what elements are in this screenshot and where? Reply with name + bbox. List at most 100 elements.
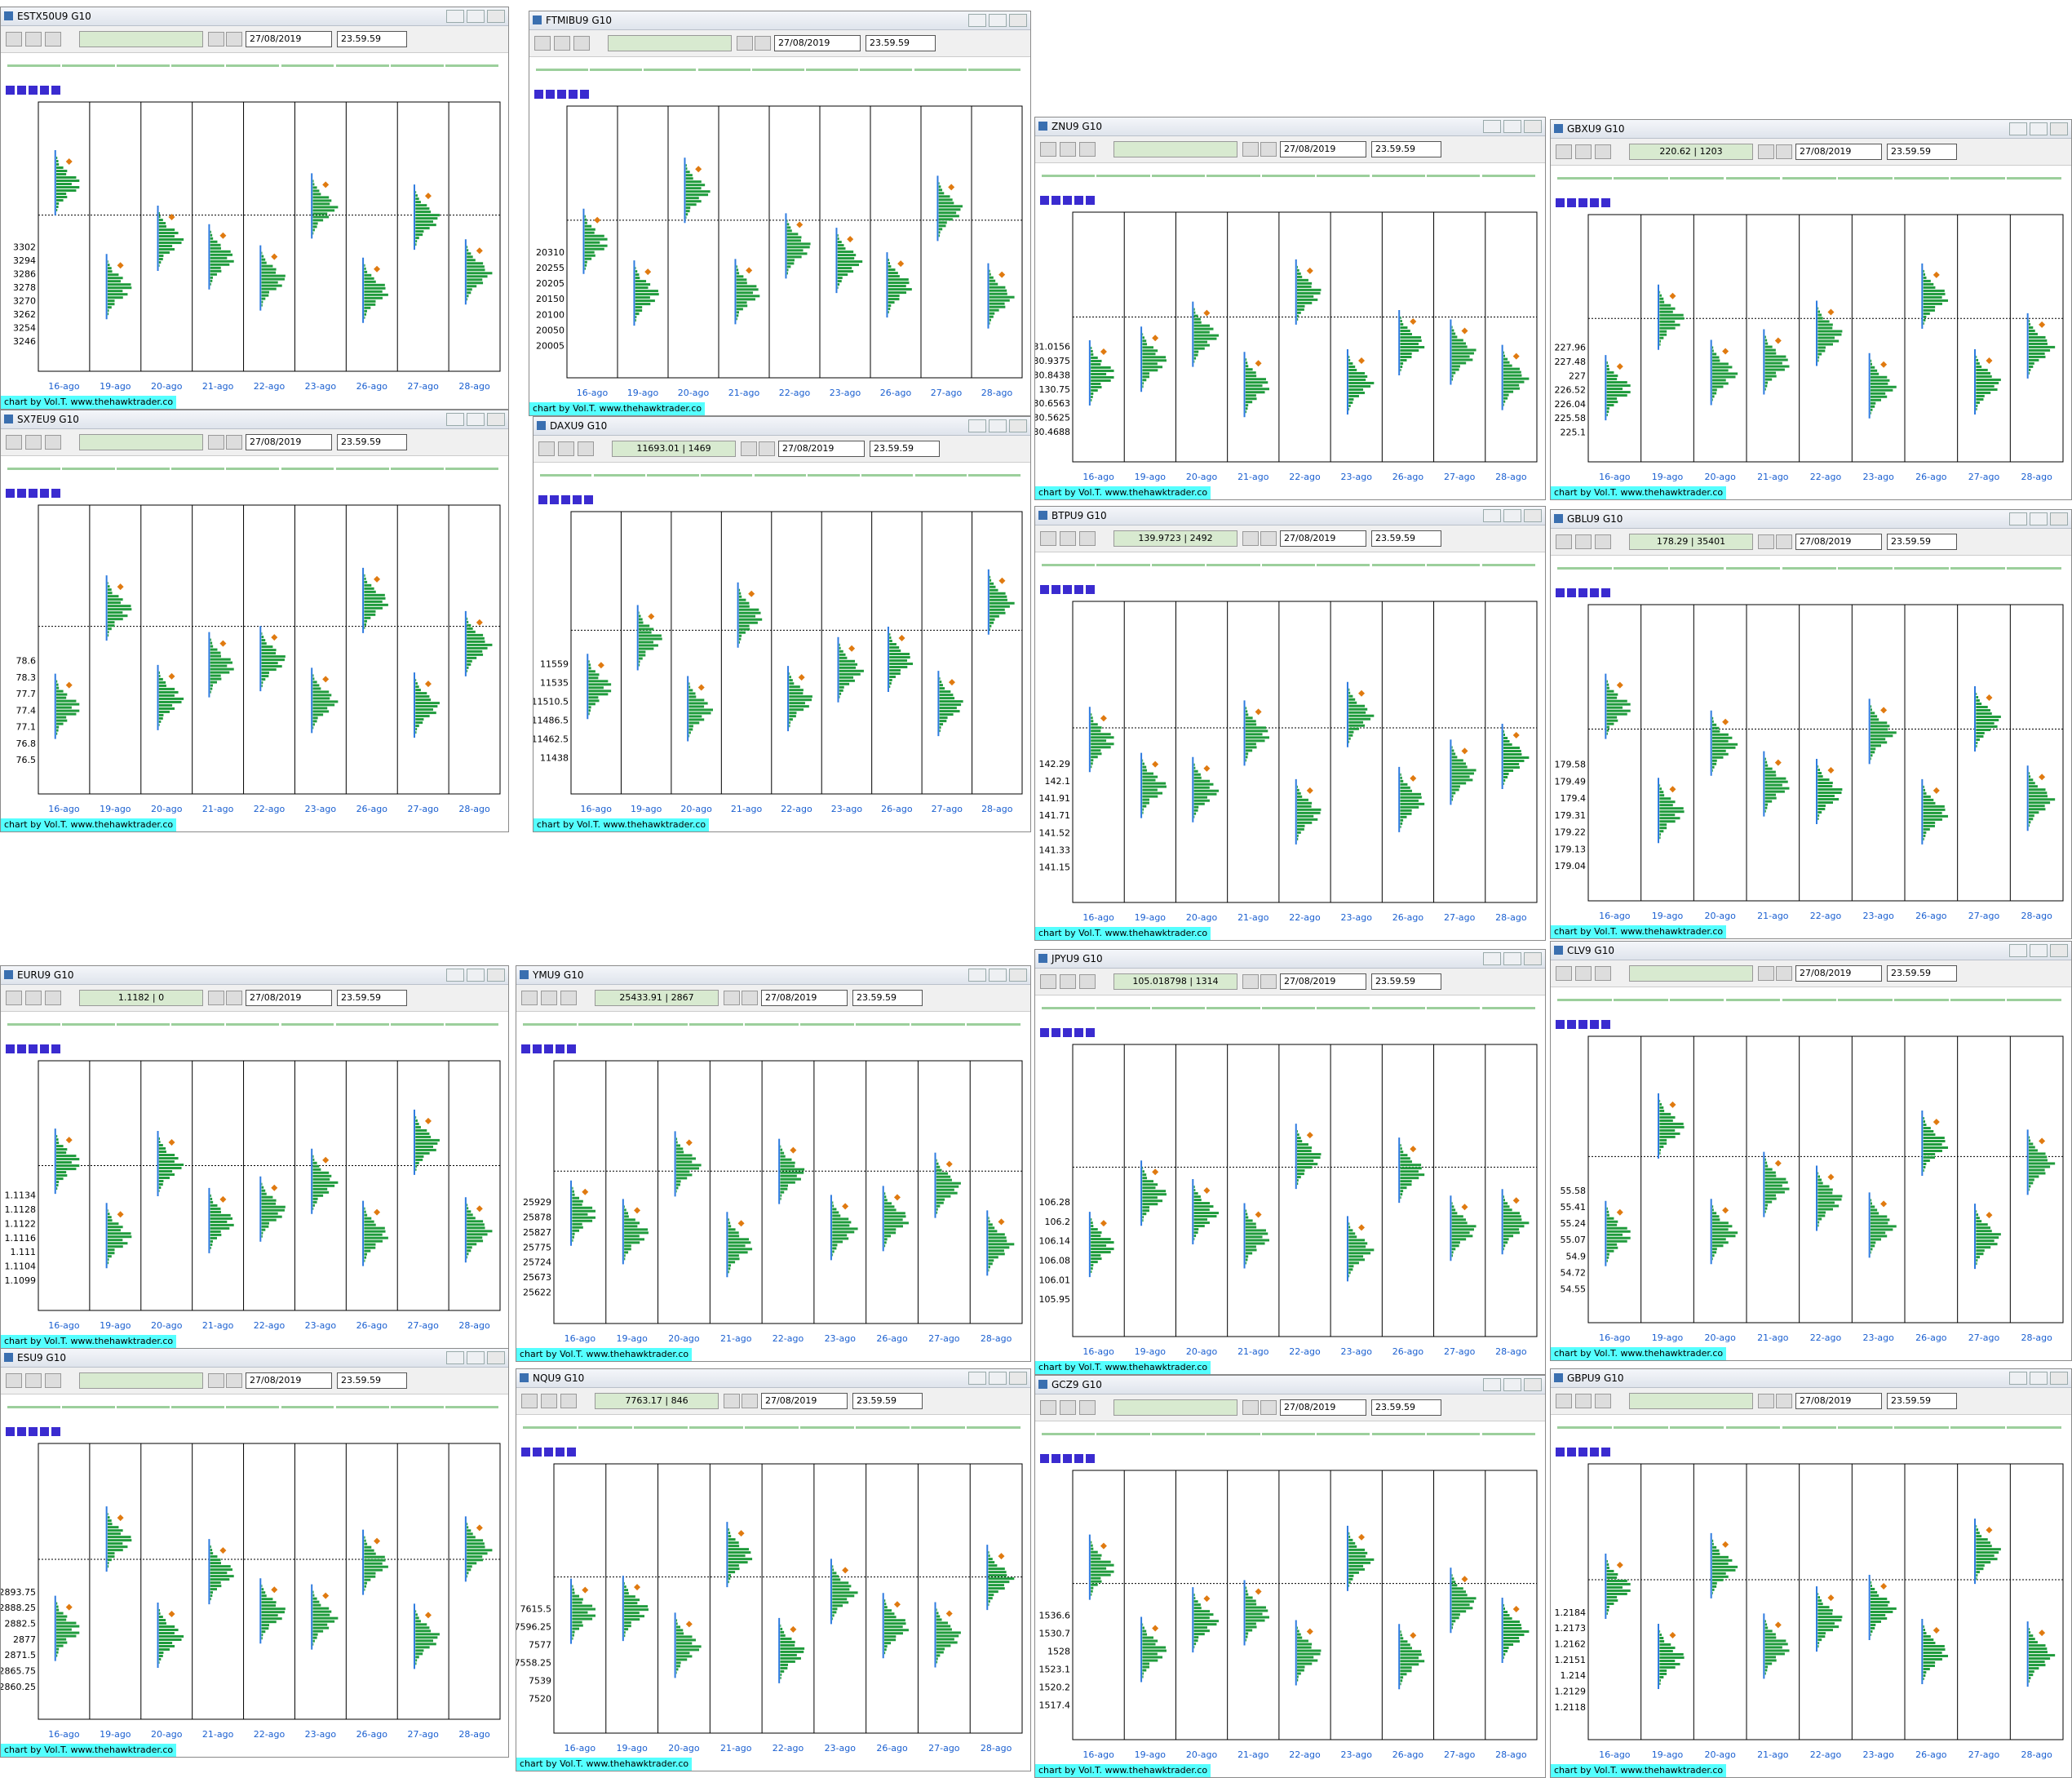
maximize-button[interactable] xyxy=(1503,509,1521,522)
close-button[interactable] xyxy=(1524,509,1542,522)
toolbar-button[interactable] xyxy=(6,32,22,47)
toolbar-button[interactable] xyxy=(1040,974,1056,989)
maximize-button[interactable] xyxy=(467,1351,485,1364)
toolbar-button[interactable] xyxy=(554,36,570,51)
time-field[interactable]: 23.59.59 xyxy=(337,990,407,1006)
date-picker[interactable]: 27/08/2019 xyxy=(246,1372,332,1389)
toolbar-button[interactable] xyxy=(226,435,242,450)
date-picker[interactable]: 27/08/2019 xyxy=(761,990,848,1006)
maximize-button[interactable] xyxy=(989,1372,1007,1385)
toolbar-button[interactable] xyxy=(1595,144,1611,159)
time-field[interactable]: 23.59.59 xyxy=(337,434,407,450)
toolbar-button[interactable] xyxy=(521,991,538,1005)
close-button[interactable] xyxy=(487,969,505,982)
maximize-button[interactable] xyxy=(1503,1378,1521,1391)
toolbar-button[interactable] xyxy=(1776,1394,1792,1408)
date-picker[interactable]: 27/08/2019 xyxy=(1795,144,1882,160)
minimize-button[interactable] xyxy=(1483,1378,1501,1391)
toolbar-button[interactable] xyxy=(1260,142,1277,157)
time-field[interactable]: 23.59.59 xyxy=(866,35,936,51)
toolbar-button[interactable] xyxy=(1060,974,1076,989)
toolbar-button[interactable] xyxy=(1060,1400,1076,1415)
date-picker[interactable]: 27/08/2019 xyxy=(1280,141,1366,157)
toolbar-button[interactable] xyxy=(1242,1400,1259,1415)
toolbar-button[interactable] xyxy=(1260,531,1277,546)
toolbar-button[interactable] xyxy=(541,1394,557,1408)
toolbar-button[interactable] xyxy=(1242,974,1259,989)
footer-link[interactable]: chart by Vol.T. www.thehawktrader.co xyxy=(1035,1361,1211,1374)
minimize-button[interactable] xyxy=(2009,944,2027,957)
close-button[interactable] xyxy=(2050,122,2068,135)
maximize-button[interactable] xyxy=(1503,952,1521,965)
toolbar-button[interactable] xyxy=(1260,974,1277,989)
close-button[interactable] xyxy=(1009,1372,1027,1385)
toolbar-button[interactable] xyxy=(573,36,590,51)
time-field[interactable]: 23.59.59 xyxy=(1887,965,1957,982)
minimize-button[interactable] xyxy=(2009,512,2027,525)
toolbar-button[interactable] xyxy=(1758,534,1774,549)
maximize-button[interactable] xyxy=(467,413,485,426)
date-picker[interactable]: 27/08/2019 xyxy=(761,1393,848,1409)
toolbar-button[interactable] xyxy=(1776,966,1792,981)
toolbar-button[interactable] xyxy=(541,991,557,1005)
toolbar-button[interactable] xyxy=(755,36,771,51)
footer-link[interactable]: chart by Vol.T. www.thehawktrader.co xyxy=(1551,925,1727,938)
toolbar-button[interactable] xyxy=(1758,1394,1774,1408)
close-button[interactable] xyxy=(487,1351,505,1364)
time-field[interactable]: 23.59.59 xyxy=(852,990,923,1006)
toolbar-button[interactable] xyxy=(226,991,242,1005)
minimize-button[interactable] xyxy=(2009,122,2027,135)
maximize-button[interactable] xyxy=(467,10,485,23)
minimize-button[interactable] xyxy=(968,1372,986,1385)
toolbar-button[interactable] xyxy=(1595,966,1611,981)
toolbar-button[interactable] xyxy=(1040,1400,1056,1415)
minimize-button[interactable] xyxy=(2009,1372,2027,1385)
toolbar-button[interactable] xyxy=(742,1394,758,1408)
close-button[interactable] xyxy=(1524,1378,1542,1391)
maximize-button[interactable] xyxy=(989,969,1007,982)
toolbar-button[interactable] xyxy=(1575,966,1592,981)
close-button[interactable] xyxy=(2050,944,2068,957)
time-field[interactable]: 23.59.59 xyxy=(870,441,940,457)
footer-link[interactable]: chart by Vol.T. www.thehawktrader.co xyxy=(1035,486,1211,499)
toolbar-button[interactable] xyxy=(1556,534,1572,549)
toolbar-button[interactable] xyxy=(1575,1394,1592,1408)
date-picker[interactable]: 27/08/2019 xyxy=(246,434,332,450)
time-field[interactable]: 23.59.59 xyxy=(1371,1399,1441,1416)
footer-link[interactable]: chart by Vol.T. www.thehawktrader.co xyxy=(1035,927,1211,940)
date-picker[interactable]: 27/08/2019 xyxy=(246,31,332,47)
footer-link[interactable]: chart by Vol.T. www.thehawktrader.co xyxy=(529,402,706,415)
time-field[interactable]: 23.59.59 xyxy=(1371,973,1441,990)
footer-link[interactable]: chart by Vol.T. www.thehawktrader.co xyxy=(1551,486,1727,499)
toolbar-button[interactable] xyxy=(737,36,753,51)
footer-link[interactable]: chart by Vol.T. www.thehawktrader.co xyxy=(516,1758,693,1771)
toolbar-button[interactable] xyxy=(1776,144,1792,159)
toolbar-button[interactable] xyxy=(208,991,224,1005)
toolbar-button[interactable] xyxy=(1079,1400,1096,1415)
date-picker[interactable]: 27/08/2019 xyxy=(778,441,865,457)
toolbar-button[interactable] xyxy=(742,991,758,1005)
toolbar-button[interactable] xyxy=(1556,966,1572,981)
footer-link[interactable]: chart by Vol.T. www.thehawktrader.co xyxy=(516,1348,693,1361)
time-field[interactable]: 23.59.59 xyxy=(337,31,407,47)
date-picker[interactable]: 27/08/2019 xyxy=(1280,973,1366,990)
close-button[interactable] xyxy=(1009,14,1027,27)
time-field[interactable]: 23.59.59 xyxy=(1887,144,1957,160)
toolbar-button[interactable] xyxy=(6,991,22,1005)
toolbar-button[interactable] xyxy=(25,991,42,1005)
toolbar-button[interactable] xyxy=(208,32,224,47)
footer-link[interactable]: chart by Vol.T. www.thehawktrader.co xyxy=(1035,1764,1211,1777)
toolbar-button[interactable] xyxy=(578,441,594,456)
toolbar-button[interactable] xyxy=(1556,1394,1572,1408)
toolbar-button[interactable] xyxy=(560,1394,577,1408)
toolbar-button[interactable] xyxy=(1776,534,1792,549)
footer-link[interactable]: chart by Vol.T. www.thehawktrader.co xyxy=(1,818,177,831)
toolbar-button[interactable] xyxy=(724,1394,740,1408)
maximize-button[interactable] xyxy=(2030,1372,2048,1385)
time-field[interactable]: 23.59.59 xyxy=(337,1372,407,1389)
toolbar-button[interactable] xyxy=(45,435,61,450)
toolbar-button[interactable] xyxy=(226,32,242,47)
toolbar-button[interactable] xyxy=(1040,531,1056,546)
toolbar-button[interactable] xyxy=(1079,974,1096,989)
minimize-button[interactable] xyxy=(446,413,464,426)
